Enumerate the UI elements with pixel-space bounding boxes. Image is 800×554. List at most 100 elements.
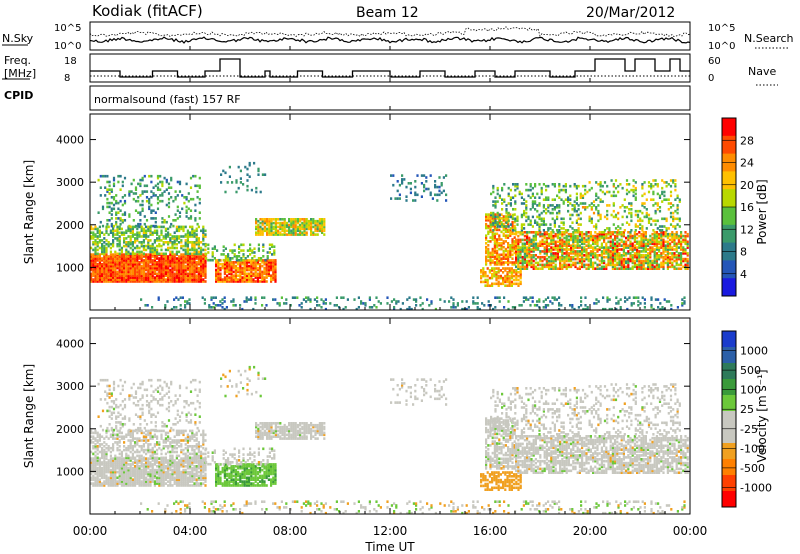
power-cell <box>534 232 537 236</box>
power-cell <box>104 194 107 197</box>
power-cell <box>567 263 570 267</box>
power-cell <box>145 276 148 279</box>
power-cell <box>517 246 520 249</box>
power-cell <box>559 259 562 263</box>
power-cell <box>129 278 132 281</box>
power-cell <box>511 230 514 234</box>
power-cell <box>509 234 512 237</box>
power-cell <box>666 248 669 251</box>
power-cell <box>517 265 520 269</box>
power-cell <box>529 221 532 224</box>
power-cell <box>665 198 668 201</box>
power-cell <box>147 235 150 238</box>
power-cell <box>538 227 541 230</box>
power-cell <box>676 196 679 199</box>
power-cell <box>614 255 617 259</box>
power-cell <box>562 221 565 224</box>
power-cell <box>197 261 200 264</box>
velocity-cell <box>116 482 119 485</box>
power-cell <box>492 211 495 215</box>
power-cell <box>633 244 636 247</box>
power-cell <box>226 276 229 279</box>
power-cell <box>561 252 564 255</box>
power-cell <box>594 236 597 240</box>
power-cell <box>127 257 130 260</box>
power-cell <box>551 208 554 211</box>
power-cell <box>498 253 501 257</box>
power-cell <box>169 225 172 229</box>
power-cell <box>180 257 183 260</box>
power-cell <box>131 248 134 252</box>
power-cell <box>139 222 142 226</box>
power-cell <box>543 252 546 255</box>
power-cell <box>592 263 595 267</box>
power-cell <box>581 248 584 251</box>
power-cell <box>563 257 566 261</box>
velocity-cell <box>112 480 115 483</box>
velocity-cell <box>129 484 132 487</box>
power-cell <box>548 255 551 259</box>
power-cell <box>375 296 378 299</box>
power-cell <box>103 233 106 236</box>
power-cell <box>145 219 149 222</box>
power-cell <box>492 223 495 226</box>
power-cell <box>223 280 226 283</box>
power-cell <box>98 264 101 268</box>
power-cell <box>614 254 617 257</box>
power-cell <box>488 284 491 287</box>
power-cell <box>180 227 183 231</box>
power-cell <box>500 230 503 234</box>
power-cell <box>242 249 245 252</box>
power-cell <box>485 247 488 251</box>
power-cell <box>625 265 628 269</box>
power-cell <box>639 302 642 305</box>
power-cell <box>525 204 528 207</box>
power-cell <box>614 246 617 249</box>
power-cell <box>333 304 336 307</box>
power-cell <box>254 264 257 268</box>
power-cell <box>616 261 619 265</box>
power-cell <box>576 238 579 242</box>
power-cell <box>239 304 242 307</box>
power-cell <box>421 307 424 311</box>
power-cell <box>204 266 207 270</box>
power-cell <box>438 193 441 197</box>
power-cell <box>425 180 428 183</box>
power-cell <box>189 215 193 218</box>
power-cell <box>239 276 242 279</box>
power-cell <box>487 253 490 257</box>
power-cell <box>290 218 293 221</box>
power-cell <box>92 268 95 272</box>
power-cell <box>145 261 148 264</box>
power-cell <box>669 232 672 236</box>
power-cell <box>575 219 578 223</box>
power-cell <box>607 252 610 255</box>
power-cell <box>490 225 493 228</box>
power-cell <box>178 262 181 266</box>
power-cell <box>167 235 170 238</box>
power-cell <box>392 174 395 177</box>
power-cell <box>184 266 187 270</box>
power-cell <box>160 274 163 277</box>
power-cell <box>585 267 588 270</box>
power-cell <box>149 255 152 258</box>
power-cell <box>248 163 251 167</box>
freq-label-2: [MHz] <box>4 67 36 80</box>
power-cell <box>666 254 669 257</box>
power-cell <box>164 227 167 231</box>
power-cell <box>578 267 581 270</box>
power-cell <box>227 258 230 262</box>
velocity-cell <box>118 482 121 485</box>
power-cell <box>182 253 185 256</box>
power-cell <box>549 227 552 230</box>
power-cell <box>603 232 606 236</box>
power-cell <box>305 225 308 229</box>
power-cell <box>96 231 99 234</box>
power-cell <box>204 270 207 274</box>
power-cell <box>520 225 523 228</box>
power-cell <box>578 250 581 253</box>
power-cell <box>227 253 230 256</box>
power-cell <box>650 217 653 221</box>
power-cell <box>401 182 404 185</box>
power-cell <box>98 225 101 229</box>
